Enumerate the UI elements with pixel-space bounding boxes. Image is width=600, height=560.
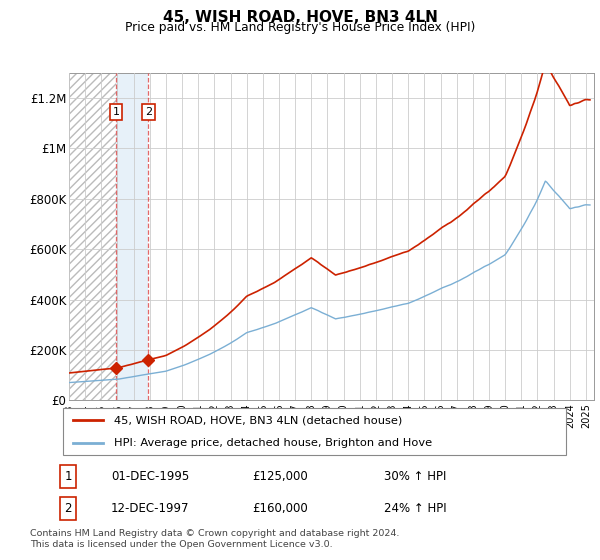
Text: 45, WISH ROAD, HOVE, BN3 4LN: 45, WISH ROAD, HOVE, BN3 4LN (163, 10, 437, 25)
FancyBboxPatch shape (62, 408, 566, 455)
Text: 1: 1 (64, 470, 72, 483)
Text: 12-DEC-1997: 12-DEC-1997 (111, 502, 190, 515)
Bar (69, 73, 116, 400)
Bar (116, 73, 148, 400)
Text: 01-DEC-1995: 01-DEC-1995 (111, 470, 189, 483)
Text: 2: 2 (64, 502, 72, 515)
Text: 24% ↑ HPI: 24% ↑ HPI (384, 502, 446, 515)
Text: HPI: Average price, detached house, Brighton and Hove: HPI: Average price, detached house, Brig… (113, 438, 431, 448)
Text: 1: 1 (113, 107, 119, 117)
Text: Price paid vs. HM Land Registry's House Price Index (HPI): Price paid vs. HM Land Registry's House … (125, 21, 475, 34)
Text: £125,000: £125,000 (252, 470, 308, 483)
Text: Contains HM Land Registry data © Crown copyright and database right 2024.
This d: Contains HM Land Registry data © Crown c… (30, 529, 400, 549)
Text: 45, WISH ROAD, HOVE, BN3 4LN (detached house): 45, WISH ROAD, HOVE, BN3 4LN (detached h… (113, 416, 402, 426)
Text: £160,000: £160,000 (252, 502, 308, 515)
Text: 30% ↑ HPI: 30% ↑ HPI (384, 470, 446, 483)
Text: 2: 2 (145, 107, 152, 117)
